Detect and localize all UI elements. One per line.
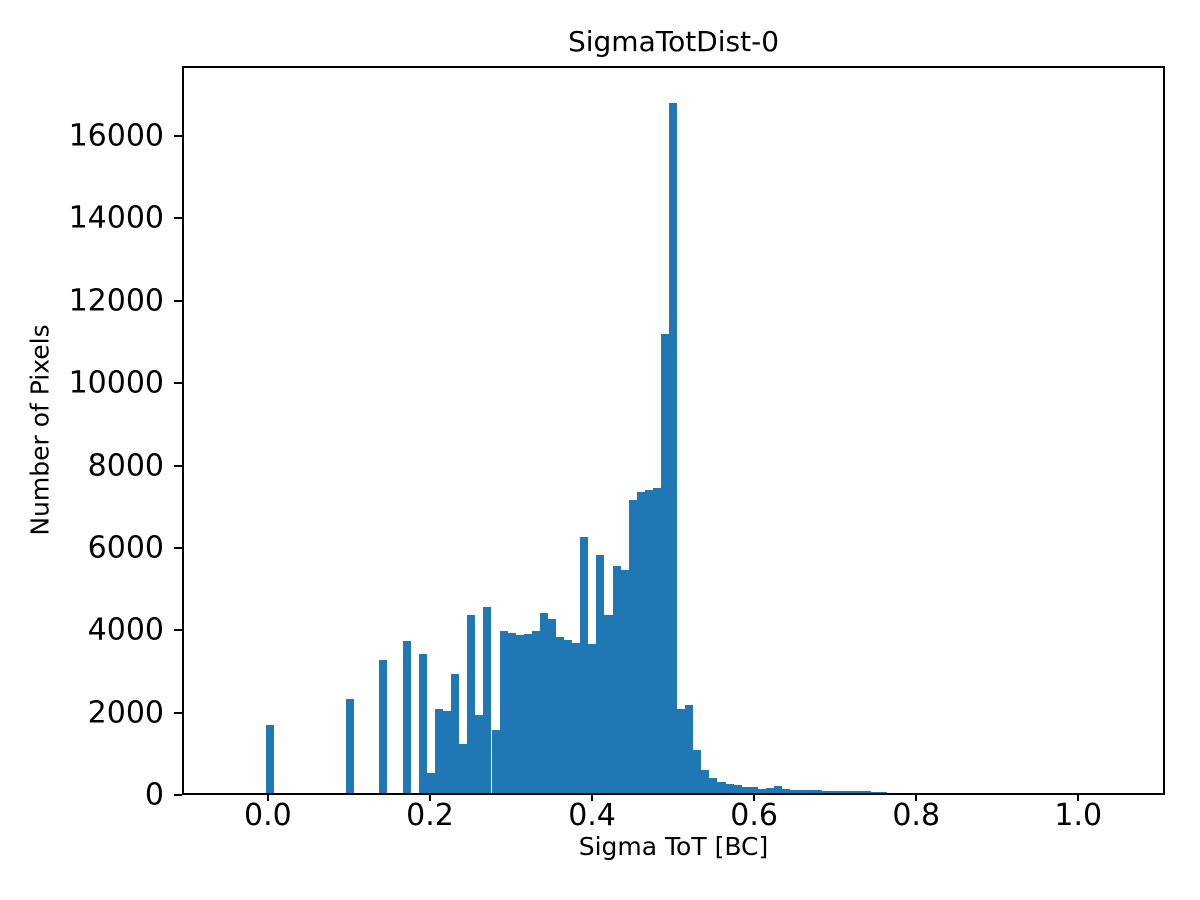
y-tick-mark	[174, 464, 182, 467]
histogram-bar	[790, 789, 799, 793]
histogram-bar	[773, 786, 783, 793]
histogram-bar	[604, 614, 613, 793]
histogram-bar	[838, 790, 847, 793]
y-tick-label: 6000	[87, 530, 164, 566]
y-tick-label: 4000	[87, 612, 164, 648]
histogram-bar	[265, 725, 274, 793]
histogram-bar	[636, 492, 645, 793]
x-tick-label: 0.8	[892, 798, 941, 833]
y-tick-mark	[174, 794, 182, 796]
histogram-bar	[523, 634, 532, 793]
histogram-bar	[451, 674, 460, 793]
histogram-bar	[846, 791, 855, 793]
y-tick-mark	[174, 711, 182, 714]
histogram-bar	[822, 790, 831, 793]
x-tick-label: 1.0	[1054, 798, 1103, 833]
histogram-bar	[378, 659, 387, 793]
histogram-bar	[878, 791, 887, 793]
histogram-bar	[547, 618, 557, 793]
histogram-bar	[652, 487, 661, 793]
histogram-bar	[870, 791, 879, 793]
x-tick-mark	[915, 793, 918, 801]
histogram-bar	[507, 633, 516, 793]
histogram-bar	[443, 711, 452, 793]
histogram-bars-layer	[184, 68, 1163, 793]
histogram-bar	[467, 614, 476, 793]
x-tick-mark	[428, 793, 431, 801]
y-tick-mark	[174, 546, 182, 549]
histogram-bar	[588, 643, 597, 793]
y-tick-label: 10000	[68, 365, 164, 401]
histogram-bar	[701, 770, 710, 793]
x-tick-label: 0.4	[568, 798, 616, 833]
histogram-bar	[660, 334, 670, 793]
histogram-bar	[435, 709, 444, 793]
x-tick-mark	[591, 793, 594, 801]
y-tick-label: 2000	[87, 695, 164, 731]
histogram-bar	[685, 704, 694, 793]
histogram-bar	[459, 743, 468, 793]
histogram-bar	[693, 750, 702, 793]
histogram-bar	[806, 789, 815, 793]
histogram-bar	[854, 791, 863, 793]
y-tick-label: 16000	[68, 118, 164, 154]
histogram-bar	[596, 555, 605, 793]
y-tick-mark	[174, 382, 182, 385]
x-axis-label: Sigma ToT [BC]	[578, 832, 769, 861]
histogram-bar	[717, 781, 726, 793]
histogram-bar	[709, 777, 718, 793]
y-tick-mark	[174, 629, 182, 632]
histogram-bar	[556, 637, 565, 793]
histogram-bar	[539, 612, 548, 793]
histogram-bar	[757, 788, 766, 793]
x-tick-label: 0.6	[730, 798, 778, 833]
histogram-bar	[725, 784, 734, 793]
histogram-bar	[620, 569, 629, 793]
histogram-bar	[677, 709, 686, 793]
histogram-bar	[572, 643, 581, 793]
histogram-bar	[531, 631, 540, 793]
histogram-bar	[612, 565, 621, 793]
x-tick-mark	[753, 793, 756, 801]
histogram-bar	[515, 635, 524, 793]
y-tick-mark	[174, 299, 182, 302]
histogram-bar	[628, 500, 637, 793]
histogram-bar	[475, 715, 484, 793]
x-tick-mark	[1077, 793, 1080, 801]
y-tick-mark	[174, 217, 182, 220]
histogram-bar	[499, 631, 508, 793]
x-tick-mark	[266, 793, 269, 801]
plot-area	[182, 66, 1165, 795]
histogram-bar	[798, 789, 807, 793]
histogram-bar	[669, 102, 678, 793]
y-tick-label: 12000	[68, 283, 164, 319]
histogram-bar	[418, 653, 427, 793]
y-tick-label: 0	[144, 777, 164, 813]
histogram-bar	[814, 790, 823, 793]
x-tick-label: 0.2	[406, 798, 454, 833]
histogram-bar	[741, 786, 750, 793]
y-tick-mark	[174, 135, 182, 138]
histogram-bar	[830, 790, 839, 793]
histogram-bar	[564, 640, 573, 793]
histogram-bar	[749, 787, 758, 793]
histogram-bar	[765, 788, 774, 793]
histogram-bar	[782, 789, 791, 793]
histogram-bar	[483, 606, 492, 793]
histogram-bar	[402, 641, 411, 793]
x-tick-label: 0.0	[244, 798, 292, 833]
y-tick-label: 14000	[68, 200, 164, 236]
histogram-bar	[491, 729, 500, 793]
chart-title: SigmaTotDist-0	[567, 25, 780, 58]
y-tick-label: 8000	[87, 448, 164, 483]
histogram-bar	[733, 785, 742, 793]
histogram-bar	[426, 772, 435, 793]
histogram-bar	[580, 537, 589, 793]
histogram-bar	[644, 489, 653, 793]
histogram-bar	[346, 698, 355, 793]
histogram-bar	[862, 791, 871, 793]
y-axis-label: Number of Pixels	[25, 324, 55, 536]
